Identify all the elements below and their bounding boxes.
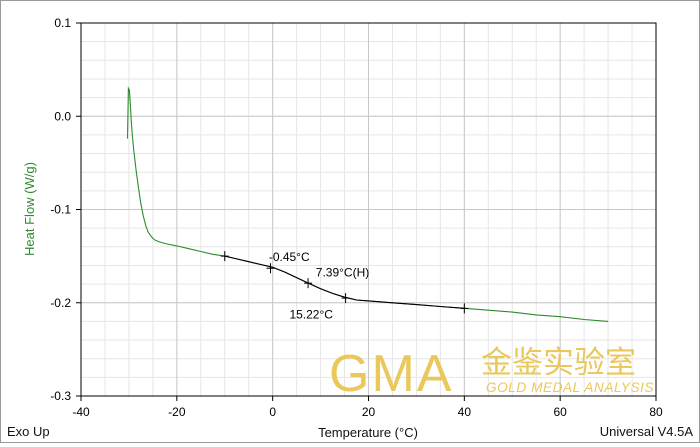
watermark-logo: GMA 金鉴实验室 GOLD MEDAL ANALYSIS <box>329 345 654 403</box>
watermark-english-text: GOLD MEDAL ANALYSIS <box>486 379 654 395</box>
y-tick-label: -0.2 <box>50 296 71 310</box>
x-tick-label: 0 <box>269 405 276 419</box>
transition-annotation: 7.39°C(H) <box>316 266 369 280</box>
transition-markers <box>220 251 469 314</box>
x-tick-labels: -40 -20 0 20 40 60 80 <box>72 405 663 419</box>
glass-transition-segment <box>224 255 465 309</box>
software-version-label: Universal V4.5A <box>599 424 693 439</box>
y-tick-labels: 0.1 0.0 -0.1 -0.2 -0.3 <box>50 16 71 403</box>
transition-annotation: 15.22°C <box>289 308 333 322</box>
y-tick-label: -0.3 <box>50 389 71 403</box>
exo-up-label: Exo Up <box>7 424 50 439</box>
x-tick-label: -40 <box>72 405 90 419</box>
x-tick-label: -20 <box>168 405 186 419</box>
y-tick-label: 0.0 <box>54 109 71 123</box>
watermark-chinese-text: 金鉴实验室 <box>481 345 636 380</box>
x-tick-label: 20 <box>362 405 376 419</box>
transition-marker <box>460 303 469 314</box>
y-tick-label: -0.1 <box>50 203 71 217</box>
transition-annotation: -0.45°C <box>269 250 310 264</box>
axis-ticks <box>76 22 657 401</box>
y-axis-label: Heat Flow (W/g) <box>22 162 37 256</box>
transition-marker <box>220 251 229 262</box>
transition-marker <box>304 278 313 289</box>
transition-marker <box>266 263 275 274</box>
transition-marker <box>341 293 350 304</box>
x-axis-label: Temperature (°C) <box>318 425 418 440</box>
x-tick-label: 80 <box>649 405 663 419</box>
y-tick-label: 0.1 <box>54 16 71 30</box>
x-tick-label: 40 <box>458 405 472 419</box>
watermark-gma-text: GMA <box>329 345 453 403</box>
x-tick-label: 60 <box>553 405 567 419</box>
transition-annotations: -0.45°C 7.39°C(H) 15.22°C <box>269 250 369 322</box>
